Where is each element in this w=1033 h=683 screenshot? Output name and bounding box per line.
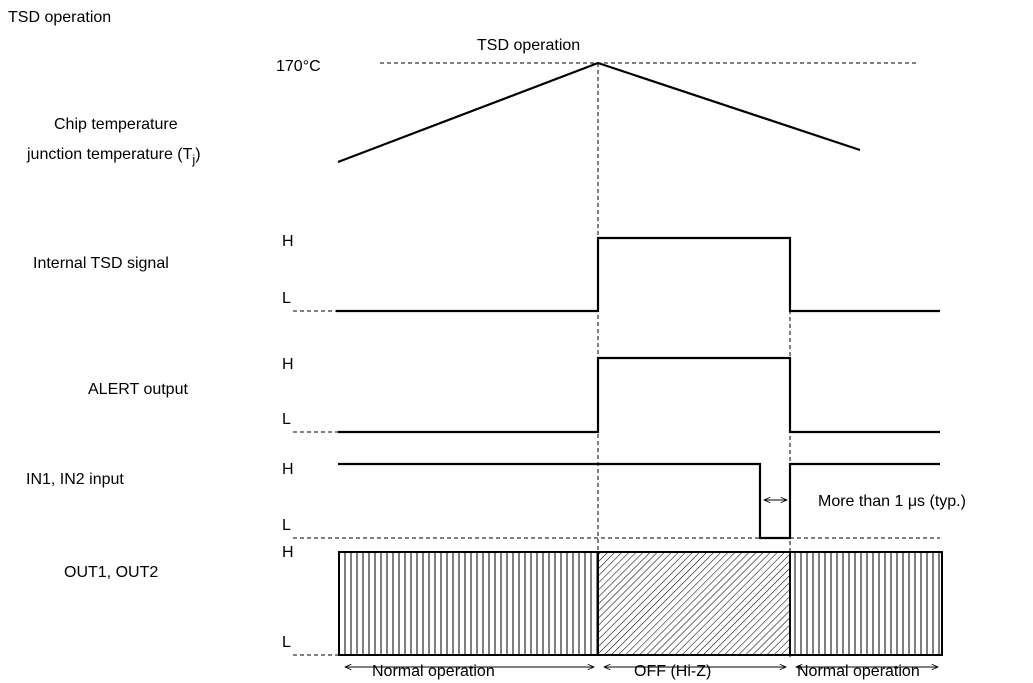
alert-high-label: H — [282, 356, 294, 373]
in-input-waveform — [338, 462, 940, 540]
junction-temperature-label: junction temperature (Tj) — [26, 146, 201, 167]
chip-temperature-label: Chip temperature — [54, 116, 178, 133]
out-normal-operation-right-block — [789, 551, 943, 656]
internal-tsd-high-label: H — [282, 233, 294, 250]
chip-temperature-curve — [337, 61, 861, 164]
alert-output-waveform — [338, 356, 940, 434]
out-off-hiz-block — [597, 551, 791, 656]
out-low-label: L — [282, 634, 291, 651]
phase-label-off-hiz: OFF (Hi-Z) — [634, 663, 711, 680]
threshold-temperature-label: 170°C — [276, 58, 321, 75]
in-high-label: H — [282, 461, 294, 478]
tsd-operation-marker-label: TSD operation — [477, 37, 580, 54]
internal-tsd-signal-label: Internal TSD signal — [33, 255, 169, 272]
phase-label-normal-right: Normal operation — [797, 663, 920, 680]
out-high-label: H — [282, 544, 294, 561]
page-title: TSD operation — [8, 9, 111, 26]
out-normal-operation-left-block — [338, 551, 599, 656]
internal-tsd-waveform — [336, 236, 940, 313]
phase-label-normal-left: Normal operation — [372, 663, 495, 680]
internal-tsd-low-label: L — [282, 290, 291, 307]
pulse-width-note: More than 1 μs (typ.) — [818, 493, 966, 510]
in-low-label: L — [282, 517, 291, 534]
alert-output-label: ALERT output — [88, 381, 188, 398]
out-output-label: OUT1, OUT2 — [64, 564, 158, 581]
alert-low-label: L — [282, 411, 291, 428]
in-input-label: IN1, IN2 input — [26, 471, 124, 488]
